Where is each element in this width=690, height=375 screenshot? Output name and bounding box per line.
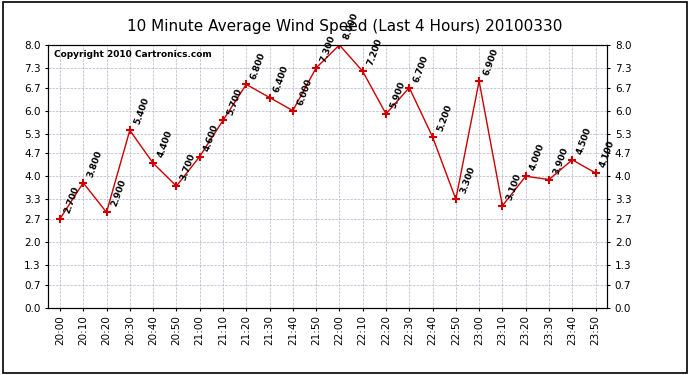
Text: 3.300: 3.300 <box>459 165 477 195</box>
Text: 4.400: 4.400 <box>156 129 174 159</box>
Text: 4.000: 4.000 <box>529 142 546 172</box>
Text: 4.100: 4.100 <box>598 139 616 169</box>
Text: 7.300: 7.300 <box>319 34 337 64</box>
Text: 3.900: 3.900 <box>552 146 570 176</box>
Text: 6.900: 6.900 <box>482 47 500 77</box>
Text: 10 Minute Average Wind Speed (Last 4 Hours) 20100330: 10 Minute Average Wind Speed (Last 4 Hou… <box>128 19 562 34</box>
Text: 4.600: 4.600 <box>202 123 221 152</box>
Text: 8.000: 8.000 <box>342 12 360 41</box>
Text: 6.000: 6.000 <box>295 77 314 106</box>
Text: 3.800: 3.800 <box>86 149 104 178</box>
Text: 5.400: 5.400 <box>132 96 150 126</box>
Text: 6.400: 6.400 <box>273 64 290 93</box>
Text: 6.700: 6.700 <box>412 54 430 84</box>
Text: 2.700: 2.700 <box>63 185 81 215</box>
Text: 2.900: 2.900 <box>109 178 128 208</box>
Text: 4.500: 4.500 <box>575 126 593 156</box>
Text: 5.700: 5.700 <box>226 87 244 116</box>
Text: 5.900: 5.900 <box>388 80 407 110</box>
Text: 6.800: 6.800 <box>249 51 267 80</box>
Text: 7.200: 7.200 <box>366 38 384 67</box>
Text: 3.100: 3.100 <box>505 172 523 202</box>
Text: 5.200: 5.200 <box>435 103 453 133</box>
Text: Copyright 2010 Cartronics.com: Copyright 2010 Cartronics.com <box>54 50 212 59</box>
Text: 3.700: 3.700 <box>179 152 197 182</box>
